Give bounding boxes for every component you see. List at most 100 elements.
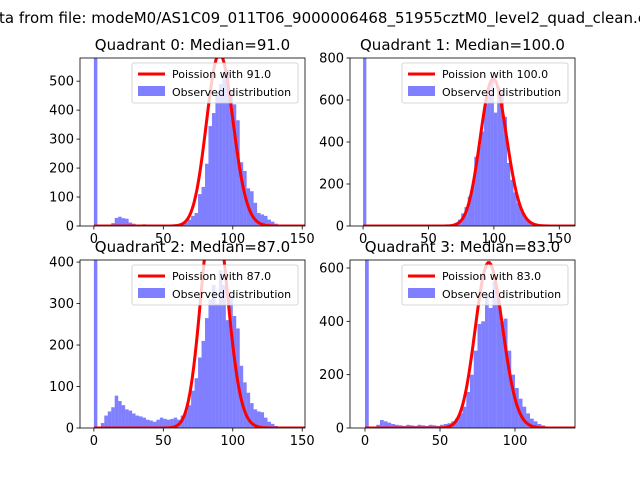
histogram-bar <box>428 424 433 428</box>
legend-box <box>131 62 299 104</box>
x-tick-label: 150 <box>547 232 572 247</box>
histogram-bar <box>365 260 369 428</box>
legend: Poission with 100.0 Observed distribution <box>401 62 569 104</box>
x-tick-label: 0 <box>90 434 98 449</box>
x-tick-label: 50 <box>420 232 437 247</box>
histogram-bar <box>497 87 501 226</box>
histogram-bar <box>464 207 468 226</box>
axes-title: Quadrant 0: Median=91.0 <box>95 36 290 54</box>
histogram-bar <box>474 156 478 226</box>
y-tick-label: 500 <box>49 75 74 90</box>
axes-title: Quadrant 3: Median=83.0 <box>365 238 560 256</box>
y-tick-label: 600 <box>319 94 344 109</box>
histogram-bar <box>232 316 237 428</box>
histogram-bar <box>211 284 216 428</box>
histogram-bar <box>507 350 512 428</box>
y-tick-label: 600 <box>319 262 344 277</box>
y-tick-label: 400 <box>319 315 344 330</box>
histogram-bar <box>522 406 527 428</box>
histogram-bar <box>500 91 504 226</box>
y-tick-label: 200 <box>319 178 344 193</box>
histogram-bar <box>417 424 422 428</box>
histogram-bar <box>191 390 195 428</box>
histogram-bar <box>500 321 504 428</box>
histogram-bar <box>218 84 223 226</box>
histogram-bar <box>187 405 192 428</box>
y-tick-label: 400 <box>319 136 344 151</box>
histogram-bar <box>222 75 226 226</box>
histogram-bar <box>520 209 524 226</box>
x-tick-label: 100 <box>220 232 245 247</box>
y-tick-label: 400 <box>49 104 74 119</box>
histogram-bar <box>125 409 129 428</box>
y-tick-label: 200 <box>319 368 344 383</box>
histogram-bar <box>503 116 507 226</box>
histogram-bar <box>387 422 392 428</box>
histogram-bar <box>526 413 530 428</box>
quadrant-3-chart: 0 50 100 0 200 400 600 Quadrant 3: Median=83.0 P… <box>319 238 576 449</box>
histogram-bar <box>191 215 195 226</box>
quadrant-0-chart: 0 50 100 150 0 100 200 300 400 500 Quadrant 0: Med… <box>49 36 314 247</box>
histogram-bar <box>132 413 136 428</box>
axes-frame <box>79 259 306 429</box>
histogram-bar <box>270 221 275 226</box>
histogram-bar <box>481 321 485 428</box>
histogram-bar <box>466 392 470 428</box>
x-tick-label: 0 <box>90 232 98 247</box>
histogram-bar <box>184 222 188 226</box>
histogram-bar <box>477 146 481 226</box>
histogram-bar <box>121 218 126 226</box>
histogram-bar <box>121 405 126 428</box>
histogram-bar <box>225 69 230 226</box>
histogram-bar <box>270 423 275 428</box>
histogram-bar <box>208 299 212 428</box>
histogram-bar <box>222 284 226 428</box>
histogram-bar <box>471 186 475 226</box>
histogram-bar <box>201 340 205 428</box>
histogram-bar <box>114 395 119 428</box>
histogram-bar <box>93 260 98 428</box>
histogram-bar <box>480 131 485 226</box>
histogram-bar <box>376 424 380 428</box>
histogram-bar <box>194 378 199 428</box>
histogram-bar <box>211 113 216 226</box>
histogram-bar <box>537 424 542 428</box>
legend-bar-swatch <box>138 288 165 298</box>
poisson-curve <box>362 77 575 226</box>
y-tick-label: 100 <box>49 191 74 206</box>
histogram-bar <box>260 214 265 226</box>
x-tick-label: 100 <box>481 232 506 247</box>
histogram-bar <box>104 415 108 428</box>
x-tick-label: 50 <box>155 434 172 449</box>
histogram-bar <box>142 417 146 428</box>
histogram-bar <box>246 392 251 428</box>
histogram-bar <box>135 415 140 428</box>
legend-label-observed: Observed distribution <box>442 288 561 301</box>
histogram-bar <box>194 212 199 226</box>
histogram-bar <box>506 163 511 226</box>
histogram-bar <box>264 215 268 226</box>
histogram-bar <box>267 219 271 226</box>
histogram-bar <box>383 421 388 428</box>
legend-label-poisson: Poission with 83.0 <box>442 270 541 283</box>
histogram-bar <box>484 104 488 226</box>
histogram-bar <box>526 219 530 226</box>
histogram-bar <box>516 202 521 226</box>
histogram-bar <box>205 163 209 226</box>
histogram-bar <box>493 112 498 226</box>
histogram-bar <box>229 89 233 226</box>
histogram-bar <box>380 420 384 428</box>
legend: Poission with 91.0 Observed distribution <box>131 62 299 104</box>
histogram-bar <box>267 421 271 428</box>
y-tick-label: 200 <box>49 339 74 354</box>
axes-title: Quadrant 2: Median=87.0 <box>95 238 290 256</box>
histogram-bar <box>100 423 105 428</box>
legend: Poission with 87.0 Observed distribution <box>131 264 299 306</box>
histogram-bar <box>363 58 367 226</box>
histogram-bar <box>215 92 219 226</box>
histogram-bar <box>118 401 122 428</box>
x-tick-label: 100 <box>503 434 528 449</box>
y-tick-label: 0 <box>336 422 344 437</box>
y-tick-label: 100 <box>49 380 74 395</box>
